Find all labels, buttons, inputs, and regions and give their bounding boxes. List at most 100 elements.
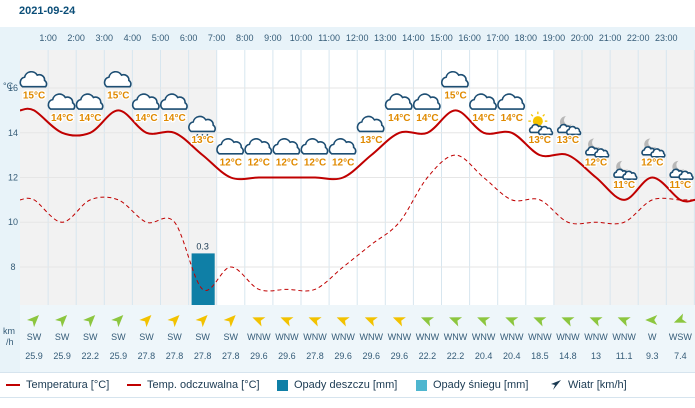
feels-like-line (19, 154, 695, 292)
wind-arrow-icon (533, 317, 547, 327)
wind-speed-label: 20.4 (503, 351, 521, 361)
legend-snow-swatch (416, 379, 427, 391)
wind-strip-bg (20, 305, 695, 372)
y-tick-label: 12 (8, 173, 18, 183)
cloud-icon (272, 138, 301, 155)
hour-label: 1:00 (39, 33, 57, 43)
temp-label: 13°C (191, 135, 213, 146)
hour-header (20, 27, 695, 50)
cloud-icon (497, 93, 526, 110)
y-tick-label: 8 (10, 262, 15, 272)
wind-arrow-icon (673, 313, 687, 323)
wind-direction-label: WNW (331, 332, 355, 342)
temp-label: 12°C (585, 158, 607, 169)
temp-label: 12°C (332, 158, 354, 169)
hour-label: 19:00 (543, 33, 566, 43)
wind-speed-label: 25.9 (25, 351, 43, 361)
temperature-line (19, 107, 695, 203)
wind-direction-label: WNW (303, 332, 327, 342)
wind-speed-label: 27.8 (138, 351, 156, 361)
hour-label: 4:00 (124, 33, 142, 43)
temp-label: 14°C (135, 113, 157, 124)
wind-speed-label: 29.6 (362, 351, 380, 361)
wind-arrow-icon (420, 317, 434, 327)
wind-speed-label: 14.8 (559, 351, 577, 361)
moon-cloud-icon (641, 137, 666, 158)
temp-label: 15°C (107, 90, 129, 101)
wind-direction-label: WNW (584, 332, 608, 342)
wind-direction-label: WSW (669, 332, 692, 342)
wind-speed-label: 9.3 (646, 351, 659, 361)
wind-direction-label: WNW (360, 332, 384, 342)
cloud-icon (47, 93, 76, 110)
legend-rain-label: Opady deszczu [mm] (294, 379, 398, 391)
wind-direction-label: WNW (500, 332, 524, 342)
cloud-icon (356, 115, 385, 133)
wind-arrow-icon (139, 315, 152, 328)
wind-arrow-icon (551, 380, 561, 390)
wind-direction-label: WNW (247, 332, 271, 342)
wind-arrow-icon (617, 317, 631, 327)
wind-arrow-icon (111, 315, 124, 328)
hour-label: 22:00 (627, 33, 650, 43)
wind-speed-label: 25.9 (53, 351, 71, 361)
moon-cloud-icon (613, 159, 638, 180)
wind-arrow-icon (336, 317, 350, 327)
wind-direction-label: W (648, 332, 657, 342)
wind-arrow-icon (505, 317, 519, 327)
temp-label: 14°C (501, 113, 523, 124)
cloud-icon (131, 93, 160, 110)
wind-speed-label: 13 (591, 351, 601, 361)
wind-direction-label: SW (195, 332, 210, 342)
wind-direction-label: SW (224, 332, 239, 342)
hour-label: 3:00 (96, 33, 114, 43)
legend-feels: Temp. odczuwalna [°C] (127, 373, 260, 397)
temp-label: 12°C (220, 158, 242, 169)
hour-label: 8:00 (236, 33, 254, 43)
temperature-lines (19, 107, 695, 292)
cloud-icon (244, 138, 273, 155)
legend-temp-label: Temperatura [°C] (26, 379, 110, 391)
hour-label: 11:00 (318, 33, 340, 43)
wind-arrow-icon (392, 317, 406, 327)
wind-unit-line2: /h (6, 337, 14, 347)
legend-feels-label: Temp. odczuwalna [°C] (147, 379, 260, 391)
y-tick-label: 16 (8, 83, 18, 93)
y-unit-label: °C (3, 81, 14, 91)
wind-speed-label: 22.2 (81, 351, 99, 361)
wind-speed-label: 29.6 (250, 351, 268, 361)
hour-labels: 1:00 2:00 3:00 4:00 5:00 6:00 7:00 8:00 9:00 10:0… (39, 33, 677, 43)
legend-wind: Wiatr [km/h] (550, 373, 627, 397)
hour-label: 18:00 (515, 33, 538, 43)
wind-arrow-icon (55, 315, 68, 328)
y-tick-label: 10 (8, 217, 18, 227)
legend: Temperatura [°C] Temp. odczuwalna [°C] O… (0, 372, 695, 398)
temp-label: 13°C (557, 135, 579, 146)
wind-direction-label: WNW (472, 332, 496, 342)
wind-speed-label: 29.6 (334, 351, 352, 361)
legend-snow-label: Opady śniegu [mm] (433, 379, 529, 391)
wind-direction-label: SW (27, 332, 42, 342)
temp-label: 12°C (276, 158, 298, 169)
wind-arrow-icon (645, 315, 658, 325)
wind-speed-label: 7.4 (674, 351, 687, 361)
weather-icons (19, 71, 694, 180)
wind-direction-label: WNW (275, 332, 299, 342)
hour-label: 10:00 (290, 33, 313, 43)
wind-arrow-icon (477, 317, 491, 327)
wind-arrow-icon (167, 315, 180, 328)
legend-rain-swatch (277, 379, 288, 391)
hour-label: 21:00 (599, 33, 622, 43)
cloud-icon (300, 138, 329, 155)
legend-temp-swatch (6, 384, 20, 386)
wind-arrow-icon (223, 315, 236, 328)
wind-speed-label: 18.5 (531, 351, 549, 361)
cloud-icon (384, 93, 413, 110)
wind-direction-label: WNW (528, 332, 552, 342)
wind-direction-label: WNW (388, 332, 412, 342)
legend-wind-label: Wiatr [km/h] (568, 379, 627, 391)
hour-label: 14:00 (402, 33, 425, 43)
wind-arrow-icon (280, 317, 294, 327)
sun-cloud-icon (528, 111, 554, 136)
hour-label: 23:00 (655, 33, 678, 43)
